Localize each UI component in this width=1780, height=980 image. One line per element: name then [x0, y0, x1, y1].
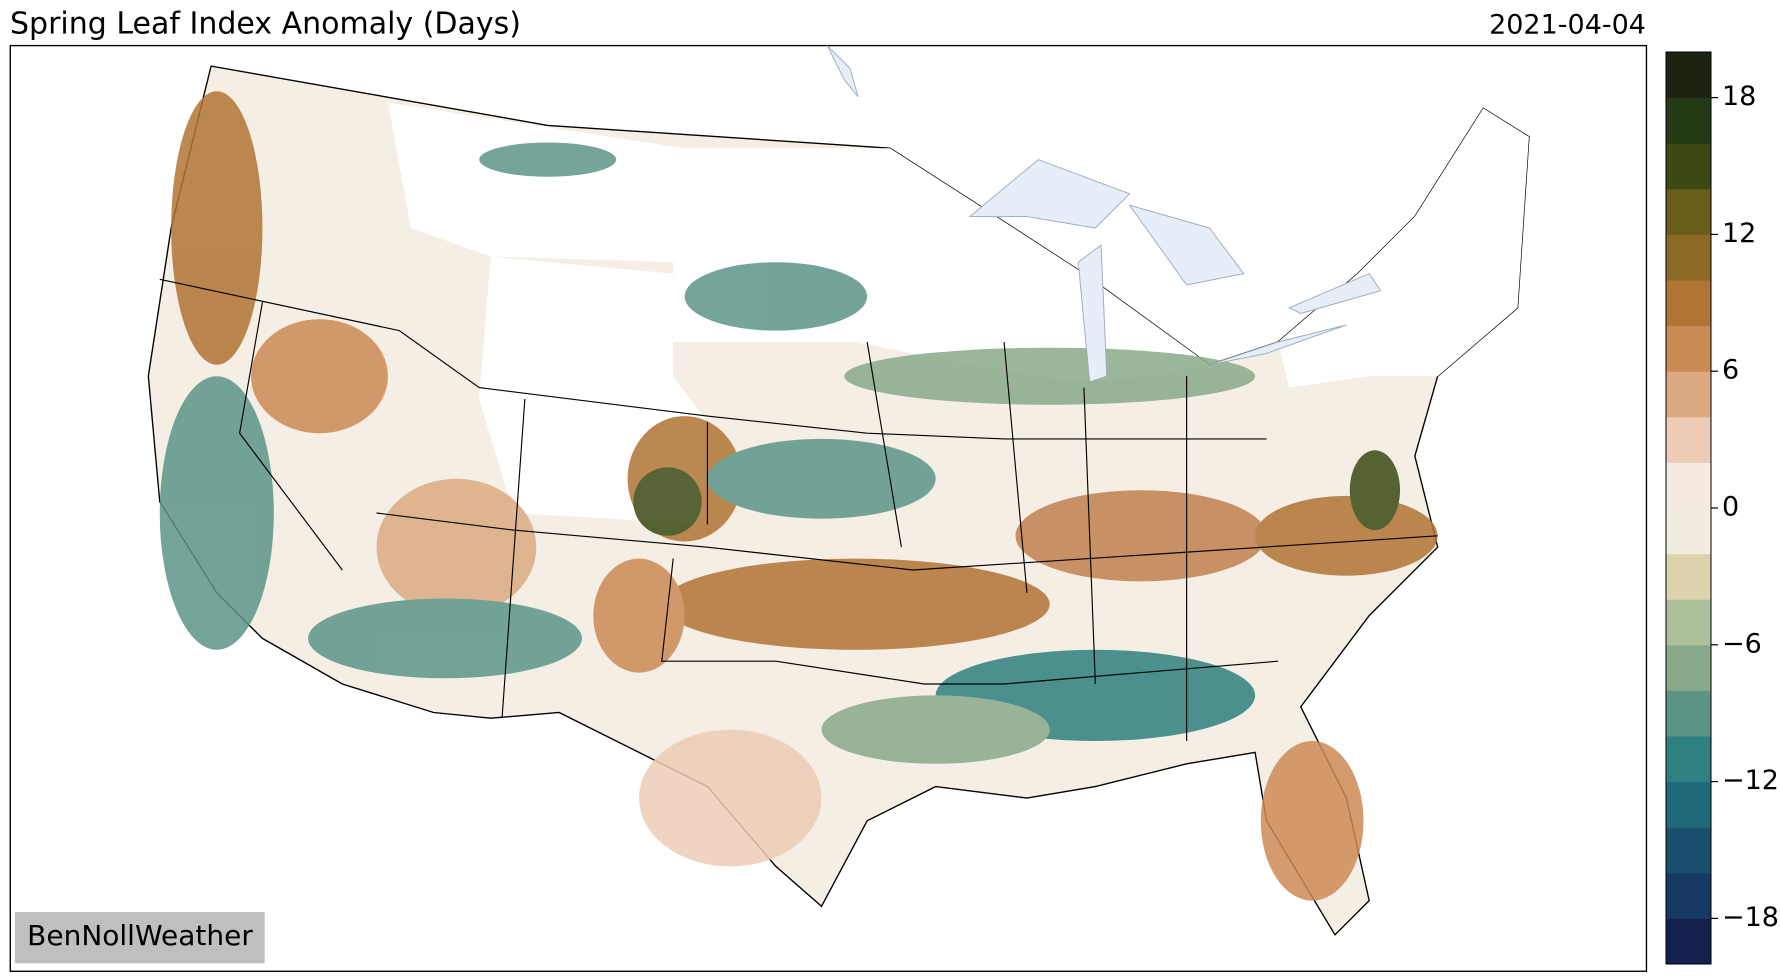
- colorbar-segment: [1666, 97, 1711, 144]
- colorbar-segment: [1666, 508, 1711, 555]
- colorbar-tick-label: 0: [1722, 492, 1739, 523]
- colorbar-segment: [1666, 644, 1711, 691]
- colorbar-segment: [1666, 280, 1711, 327]
- colorbar-segment: [1666, 599, 1711, 646]
- colorbar-segment: [1666, 234, 1711, 281]
- colorbar-tick-label: 18: [1722, 81, 1756, 112]
- colorbar-segment: [1666, 781, 1711, 828]
- colorbar-segment: [1666, 325, 1711, 372]
- colorbar-tick-label: −18: [1722, 902, 1779, 933]
- colorbar-segment: [1666, 188, 1711, 235]
- colorbar-segment: [1666, 416, 1711, 463]
- map-date: 2021-04-04: [1489, 10, 1646, 41]
- watermark: BenNollWeather: [27, 919, 253, 952]
- colorbar-segment: [1666, 553, 1711, 600]
- map: [9, 44, 1648, 972]
- colorbar-segment: [1666, 736, 1711, 783]
- colorbar-segment: [1666, 143, 1711, 190]
- colorbar-segment: [1666, 690, 1711, 737]
- colorbar-tick-label: 6: [1722, 355, 1739, 386]
- map-title: Spring Leaf Index Anomaly (Days): [10, 7, 521, 42]
- colorbar-segment: [1666, 462, 1711, 509]
- colorbar-tick-label: −6: [1722, 628, 1762, 659]
- colorbar-tick-label: −12: [1722, 765, 1779, 796]
- colorbar-segment: [1666, 872, 1711, 919]
- colorbar-segment: [1666, 371, 1711, 418]
- colorbar-segment: [1666, 827, 1711, 874]
- colorbar-segment: [1666, 52, 1711, 99]
- colorbar-segment: [1666, 918, 1711, 965]
- colorbar-tick-label: 12: [1722, 218, 1756, 249]
